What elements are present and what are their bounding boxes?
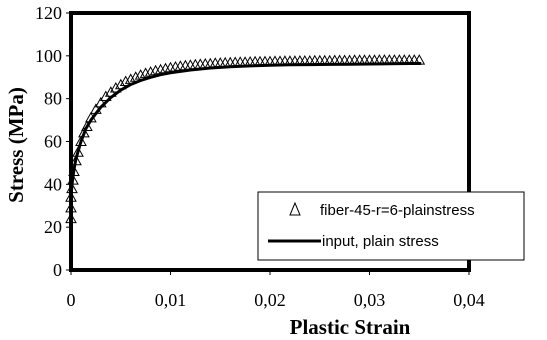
x-tick-label: 0 (67, 290, 76, 310)
data-point-triangle (78, 126, 90, 138)
legend-label-input: input, plain stress (322, 233, 439, 250)
y-tick-label: 120 (35, 3, 62, 23)
series-fiber-45-markers (65, 54, 426, 224)
data-point-triangle (114, 78, 127, 90)
y-axis-title: Stress (MPa) (4, 87, 28, 203)
y-tick-label: 0 (53, 260, 62, 280)
y-tick-label: 40 (44, 174, 62, 194)
data-point-triangle (65, 201, 77, 213)
data-point-triangle (75, 135, 87, 146)
legend-marker-triangle (289, 201, 301, 216)
data-point-triangle (119, 75, 132, 86)
x-axis-title: Plastic Strain (290, 315, 411, 339)
y-tick-label: 100 (35, 46, 62, 66)
data-point-triangle (70, 154, 82, 166)
y-tick-label: 60 (44, 132, 62, 152)
legend: fiber-45-r=6-plainstress input, plain st… (257, 191, 525, 261)
data-point-triangle (129, 71, 142, 82)
data-point-triangle (67, 174, 79, 185)
data-point-triangle (65, 212, 77, 224)
data-point-triangle (65, 191, 77, 202)
legend-box (257, 191, 525, 261)
data-point-triangle (109, 81, 122, 93)
series-line-input (69, 62, 422, 198)
x-tick-label: 0,01 (155, 290, 187, 310)
x-tick-label: 0,03 (354, 290, 386, 310)
data-point-triangle (68, 165, 80, 176)
data-point-triangle (134, 69, 147, 80)
data-point-triangle (72, 146, 84, 157)
x-axis-ticks: 0 0,01 0,02 0,03 0,04 (67, 270, 485, 310)
data-point-triangle (124, 73, 137, 84)
data-point-triangle (94, 96, 107, 108)
data-point-triangle (413, 54, 426, 65)
legend-label-fiber: fiber-45-r=6-plainstress (320, 202, 475, 219)
data-point-triangle (85, 111, 97, 123)
y-tick-label: 20 (44, 217, 62, 237)
x-tick-label: 0,04 (453, 290, 485, 310)
series-input-plain-stress (69, 62, 422, 198)
data-point-triangle (81, 120, 93, 131)
x-tick-label: 0,02 (254, 290, 286, 310)
data-point-triangle (209, 57, 222, 68)
y-tick-label: 80 (44, 89, 62, 109)
data-point-triangle (144, 66, 157, 77)
data-point-triangle (66, 182, 78, 194)
data-point-triangle (154, 63, 167, 75)
y-axis-ticks: 0 20 40 60 80 100 120 (35, 3, 71, 280)
data-point-triangle (90, 103, 102, 114)
data-point-triangle (139, 67, 152, 78)
